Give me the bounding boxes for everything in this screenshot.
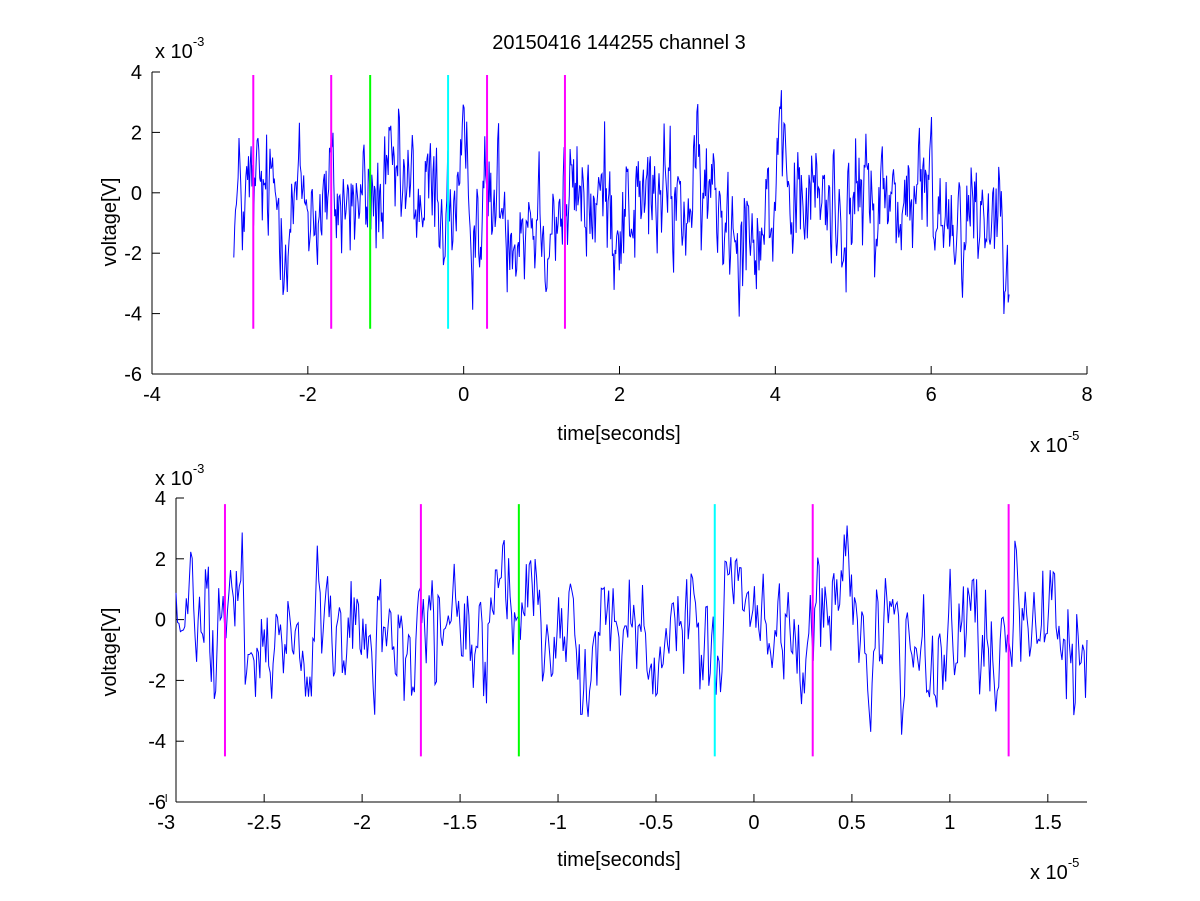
- bottom-y-multiplier: x 10-3: [155, 461, 204, 490]
- bottom-x-tick-label: -2: [353, 812, 371, 834]
- top-y-tick-label: -6: [124, 364, 142, 386]
- chart-title: 20150416 144255 channel 3: [492, 32, 746, 54]
- top-x-multiplier: x 10-5: [1030, 428, 1079, 457]
- top-y-tick-label: 2: [131, 122, 142, 144]
- bottom-y-tick-label: 4: [155, 488, 166, 510]
- top-x-tick-label: 2: [614, 384, 625, 406]
- top-y-tick-label: 0: [131, 183, 142, 205]
- top-y-multiplier: x 10-3: [155, 34, 204, 63]
- top-x-tick-label: 8: [1081, 384, 1092, 406]
- bottom-x-tick-label: -1.5: [443, 812, 477, 834]
- bottom-y-tick-label: 2: [155, 549, 166, 571]
- bottom-y-tick-label: 0: [155, 610, 166, 632]
- bottom-y-tick-label: -4: [148, 731, 166, 753]
- top-signal-series: [233, 90, 1010, 317]
- bottom-x-multiplier: x 10-5: [1030, 855, 1079, 884]
- top-y-tick-label: -4: [124, 304, 142, 326]
- bottom-y-tick-label: -6: [148, 792, 166, 814]
- bottom-signal-series: [175, 525, 1088, 735]
- top-x-tick-label: 0: [458, 384, 469, 406]
- top-x-tick-label: 4: [770, 384, 781, 406]
- bottom-axes: -3 -2.5 -2 -1.5 -1 -0.5 0 0.5 1 1.5 -6 -4 -2 0 2 4: [148, 488, 1088, 834]
- bottom-x-tick-label: -0.5: [639, 812, 673, 834]
- top-y-tick-label: 4: [131, 62, 142, 84]
- bottom-x-tick-label: -3: [157, 812, 175, 834]
- bottom-x-tick-label: 0: [748, 812, 759, 834]
- top-x-tick-label: 6: [926, 384, 937, 406]
- bottom-y-tick-label: -2: [148, 670, 166, 692]
- bottom-x-tick-label: -1: [549, 812, 567, 834]
- top-y-axis-label: voltage[V]: [99, 178, 121, 267]
- top-x-axis-label: time[seconds]: [557, 423, 680, 445]
- top-x-tick-label: -4: [143, 384, 161, 406]
- bottom-x-axis-label: time[seconds]: [557, 849, 680, 871]
- bottom-x-tick-label: 0.5: [838, 812, 866, 834]
- top-x-tick-label: -2: [299, 384, 317, 406]
- bottom-x-tick-label: 1.5: [1034, 812, 1062, 834]
- bottom-x-tick-label: -2.5: [247, 812, 281, 834]
- bottom-y-axis-label: voltage[V]: [99, 608, 121, 697]
- top-y-tick-label: -2: [124, 243, 142, 265]
- bottom-x-tick-label: 1: [944, 812, 955, 834]
